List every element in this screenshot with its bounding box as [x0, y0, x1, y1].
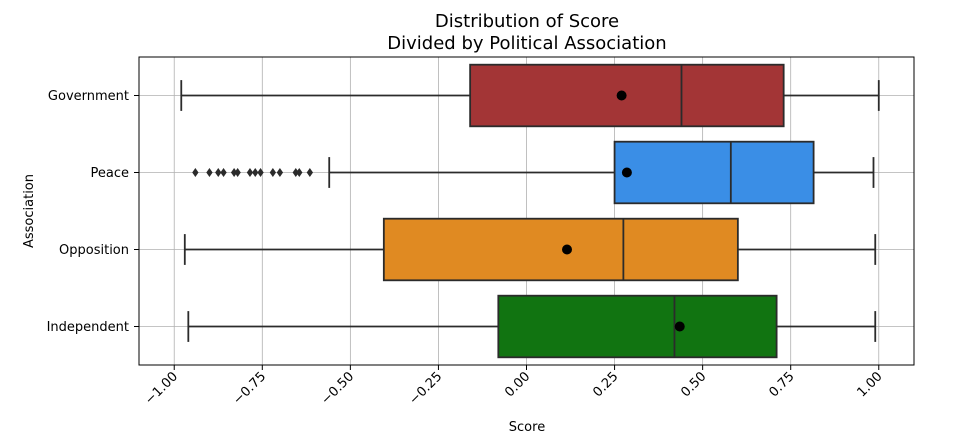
outlier-point [306, 168, 314, 177]
x-tick-label: 0.75 [766, 369, 797, 400]
y-tick-label: Opposition [59, 243, 129, 258]
chart-subtitle: Divided by Political Association [387, 33, 666, 54]
plot-area: −1.00 −0.75 −0.50 −0.25 0.00 0.25 0.50 0.75 1.00… [47, 56, 915, 408]
y-tick-label: Government [48, 89, 129, 104]
outlier-point [257, 168, 264, 177]
outlier-point [192, 168, 199, 177]
outlier-point [292, 168, 299, 177]
mean-marker-opposition [562, 244, 573, 255]
outlier-point [230, 168, 238, 177]
mean-marker-peace [621, 167, 632, 178]
chart-title: Distribution of Score [435, 11, 619, 32]
outlier-point [246, 168, 254, 177]
x-tick-label: −0.25 [406, 369, 445, 408]
x-tick-label: 0.25 [590, 369, 621, 400]
x-tick-label: 0.50 [678, 369, 709, 400]
outlier-point [206, 168, 213, 177]
x-tick-label: −0.75 [230, 369, 269, 408]
outlier-point [269, 168, 277, 177]
mean-marker-independent [674, 321, 685, 332]
outlier-point [215, 168, 222, 177]
outlier-point [252, 168, 259, 177]
x-axis-label: Score [509, 420, 545, 434]
x-tick-label: 1.00 [855, 369, 886, 400]
y-axis-label: Association [22, 174, 37, 248]
box-peace [613, 140, 815, 205]
mean-marker-government [616, 90, 627, 101]
outlier-point [234, 168, 241, 177]
x-tick-label: −1.00 [142, 369, 181, 408]
x-tick-label: −0.50 [318, 369, 357, 408]
outlier-point [296, 168, 303, 177]
outlier-point [276, 168, 284, 177]
outlier-point [220, 168, 227, 177]
x-tick-label: 0.00 [502, 369, 533, 400]
box-opposition [382, 217, 739, 282]
y-tick-label: Peace [91, 166, 130, 181]
y-tick-label: Independent [47, 320, 129, 335]
box-independent [497, 294, 778, 359]
box-government [469, 63, 785, 128]
